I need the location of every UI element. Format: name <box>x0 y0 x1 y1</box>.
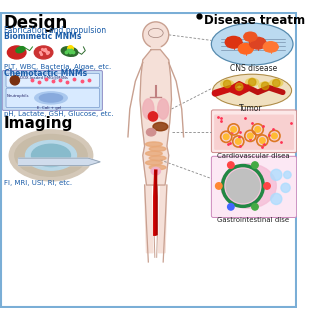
Circle shape <box>226 169 260 203</box>
Circle shape <box>223 80 231 88</box>
Ellipse shape <box>7 46 26 59</box>
Ellipse shape <box>148 112 158 121</box>
Circle shape <box>248 78 256 86</box>
Text: Cardiovascular disea: Cardiovascular disea <box>217 153 290 159</box>
Ellipse shape <box>238 44 253 54</box>
Ellipse shape <box>149 165 166 170</box>
Circle shape <box>260 138 265 143</box>
Text: Fabrication and propulsion: Fabrication and propulsion <box>4 26 106 35</box>
Ellipse shape <box>212 23 293 65</box>
Ellipse shape <box>149 156 166 160</box>
Ellipse shape <box>26 140 76 170</box>
Ellipse shape <box>249 37 266 49</box>
Ellipse shape <box>146 151 162 156</box>
Circle shape <box>231 127 236 132</box>
Polygon shape <box>145 185 153 253</box>
Ellipse shape <box>143 99 154 119</box>
FancyBboxPatch shape <box>212 110 297 153</box>
Ellipse shape <box>39 94 63 102</box>
Circle shape <box>255 127 260 132</box>
Circle shape <box>252 162 258 168</box>
Ellipse shape <box>9 130 93 181</box>
Text: DOX-loaded EMG@MSNs: DOX-loaded EMG@MSNs <box>20 76 68 80</box>
Circle shape <box>223 134 229 140</box>
Circle shape <box>271 169 282 180</box>
Ellipse shape <box>213 74 292 107</box>
Circle shape <box>261 82 269 90</box>
FancyBboxPatch shape <box>6 88 100 108</box>
Circle shape <box>228 162 234 168</box>
Text: Chemotactic MNMs: Chemotactic MNMs <box>4 69 87 78</box>
Circle shape <box>264 183 270 189</box>
Ellipse shape <box>147 128 156 136</box>
Ellipse shape <box>151 167 160 175</box>
Ellipse shape <box>153 123 168 131</box>
Text: Disease treatm: Disease treatm <box>204 13 305 27</box>
Text: PLT, WBC, Bacteria, Algae, etc.: PLT, WBC, Bacteria, Algae, etc. <box>4 64 111 69</box>
Ellipse shape <box>233 83 246 91</box>
Circle shape <box>272 133 277 139</box>
Text: Imaging: Imaging <box>4 116 73 132</box>
FancyBboxPatch shape <box>212 156 297 218</box>
FancyBboxPatch shape <box>2 70 102 110</box>
Ellipse shape <box>259 82 272 90</box>
Text: CNS disease: CNS disease <box>230 64 277 73</box>
Circle shape <box>273 79 280 87</box>
Ellipse shape <box>32 144 70 166</box>
Ellipse shape <box>263 42 278 52</box>
Text: Tumor: Tumor <box>239 104 263 113</box>
Ellipse shape <box>146 142 162 147</box>
FancyBboxPatch shape <box>1 12 296 308</box>
Text: Biomimetic MNMs: Biomimetic MNMs <box>4 32 81 41</box>
Circle shape <box>252 204 258 210</box>
Ellipse shape <box>146 160 162 165</box>
Ellipse shape <box>15 134 87 176</box>
Ellipse shape <box>225 36 242 48</box>
Text: FI, MRI, USI, RI, etc.: FI, MRI, USI, RI, etc. <box>4 180 72 186</box>
Text: Gastrointestinal dise: Gastrointestinal dise <box>217 218 289 223</box>
Circle shape <box>10 76 20 85</box>
FancyBboxPatch shape <box>214 115 294 150</box>
Text: E. Coli + gel: E. Coli + gel <box>37 106 61 110</box>
Ellipse shape <box>246 78 259 86</box>
Ellipse shape <box>221 80 234 88</box>
Ellipse shape <box>244 32 257 41</box>
Ellipse shape <box>35 92 67 104</box>
Ellipse shape <box>221 164 276 208</box>
Circle shape <box>216 183 222 189</box>
Text: Neutrophils: Neutrophils <box>6 94 29 98</box>
Circle shape <box>271 193 282 204</box>
Circle shape <box>236 139 241 144</box>
FancyBboxPatch shape <box>6 73 100 87</box>
Polygon shape <box>140 50 172 185</box>
Polygon shape <box>19 158 100 165</box>
Text: pH, Lactate, GSH, Glucose, etc.: pH, Lactate, GSH, Glucose, etc. <box>4 111 113 117</box>
Circle shape <box>284 171 291 179</box>
Circle shape <box>281 183 290 192</box>
Circle shape <box>228 204 234 210</box>
Ellipse shape <box>16 47 25 53</box>
Ellipse shape <box>158 99 169 119</box>
Polygon shape <box>158 185 167 253</box>
Ellipse shape <box>34 46 53 59</box>
Circle shape <box>248 133 253 139</box>
Ellipse shape <box>61 47 78 56</box>
Ellipse shape <box>149 147 166 151</box>
Polygon shape <box>151 45 160 50</box>
Ellipse shape <box>270 79 283 87</box>
Circle shape <box>143 22 169 48</box>
Circle shape <box>236 83 243 91</box>
Text: Design: Design <box>4 13 68 31</box>
